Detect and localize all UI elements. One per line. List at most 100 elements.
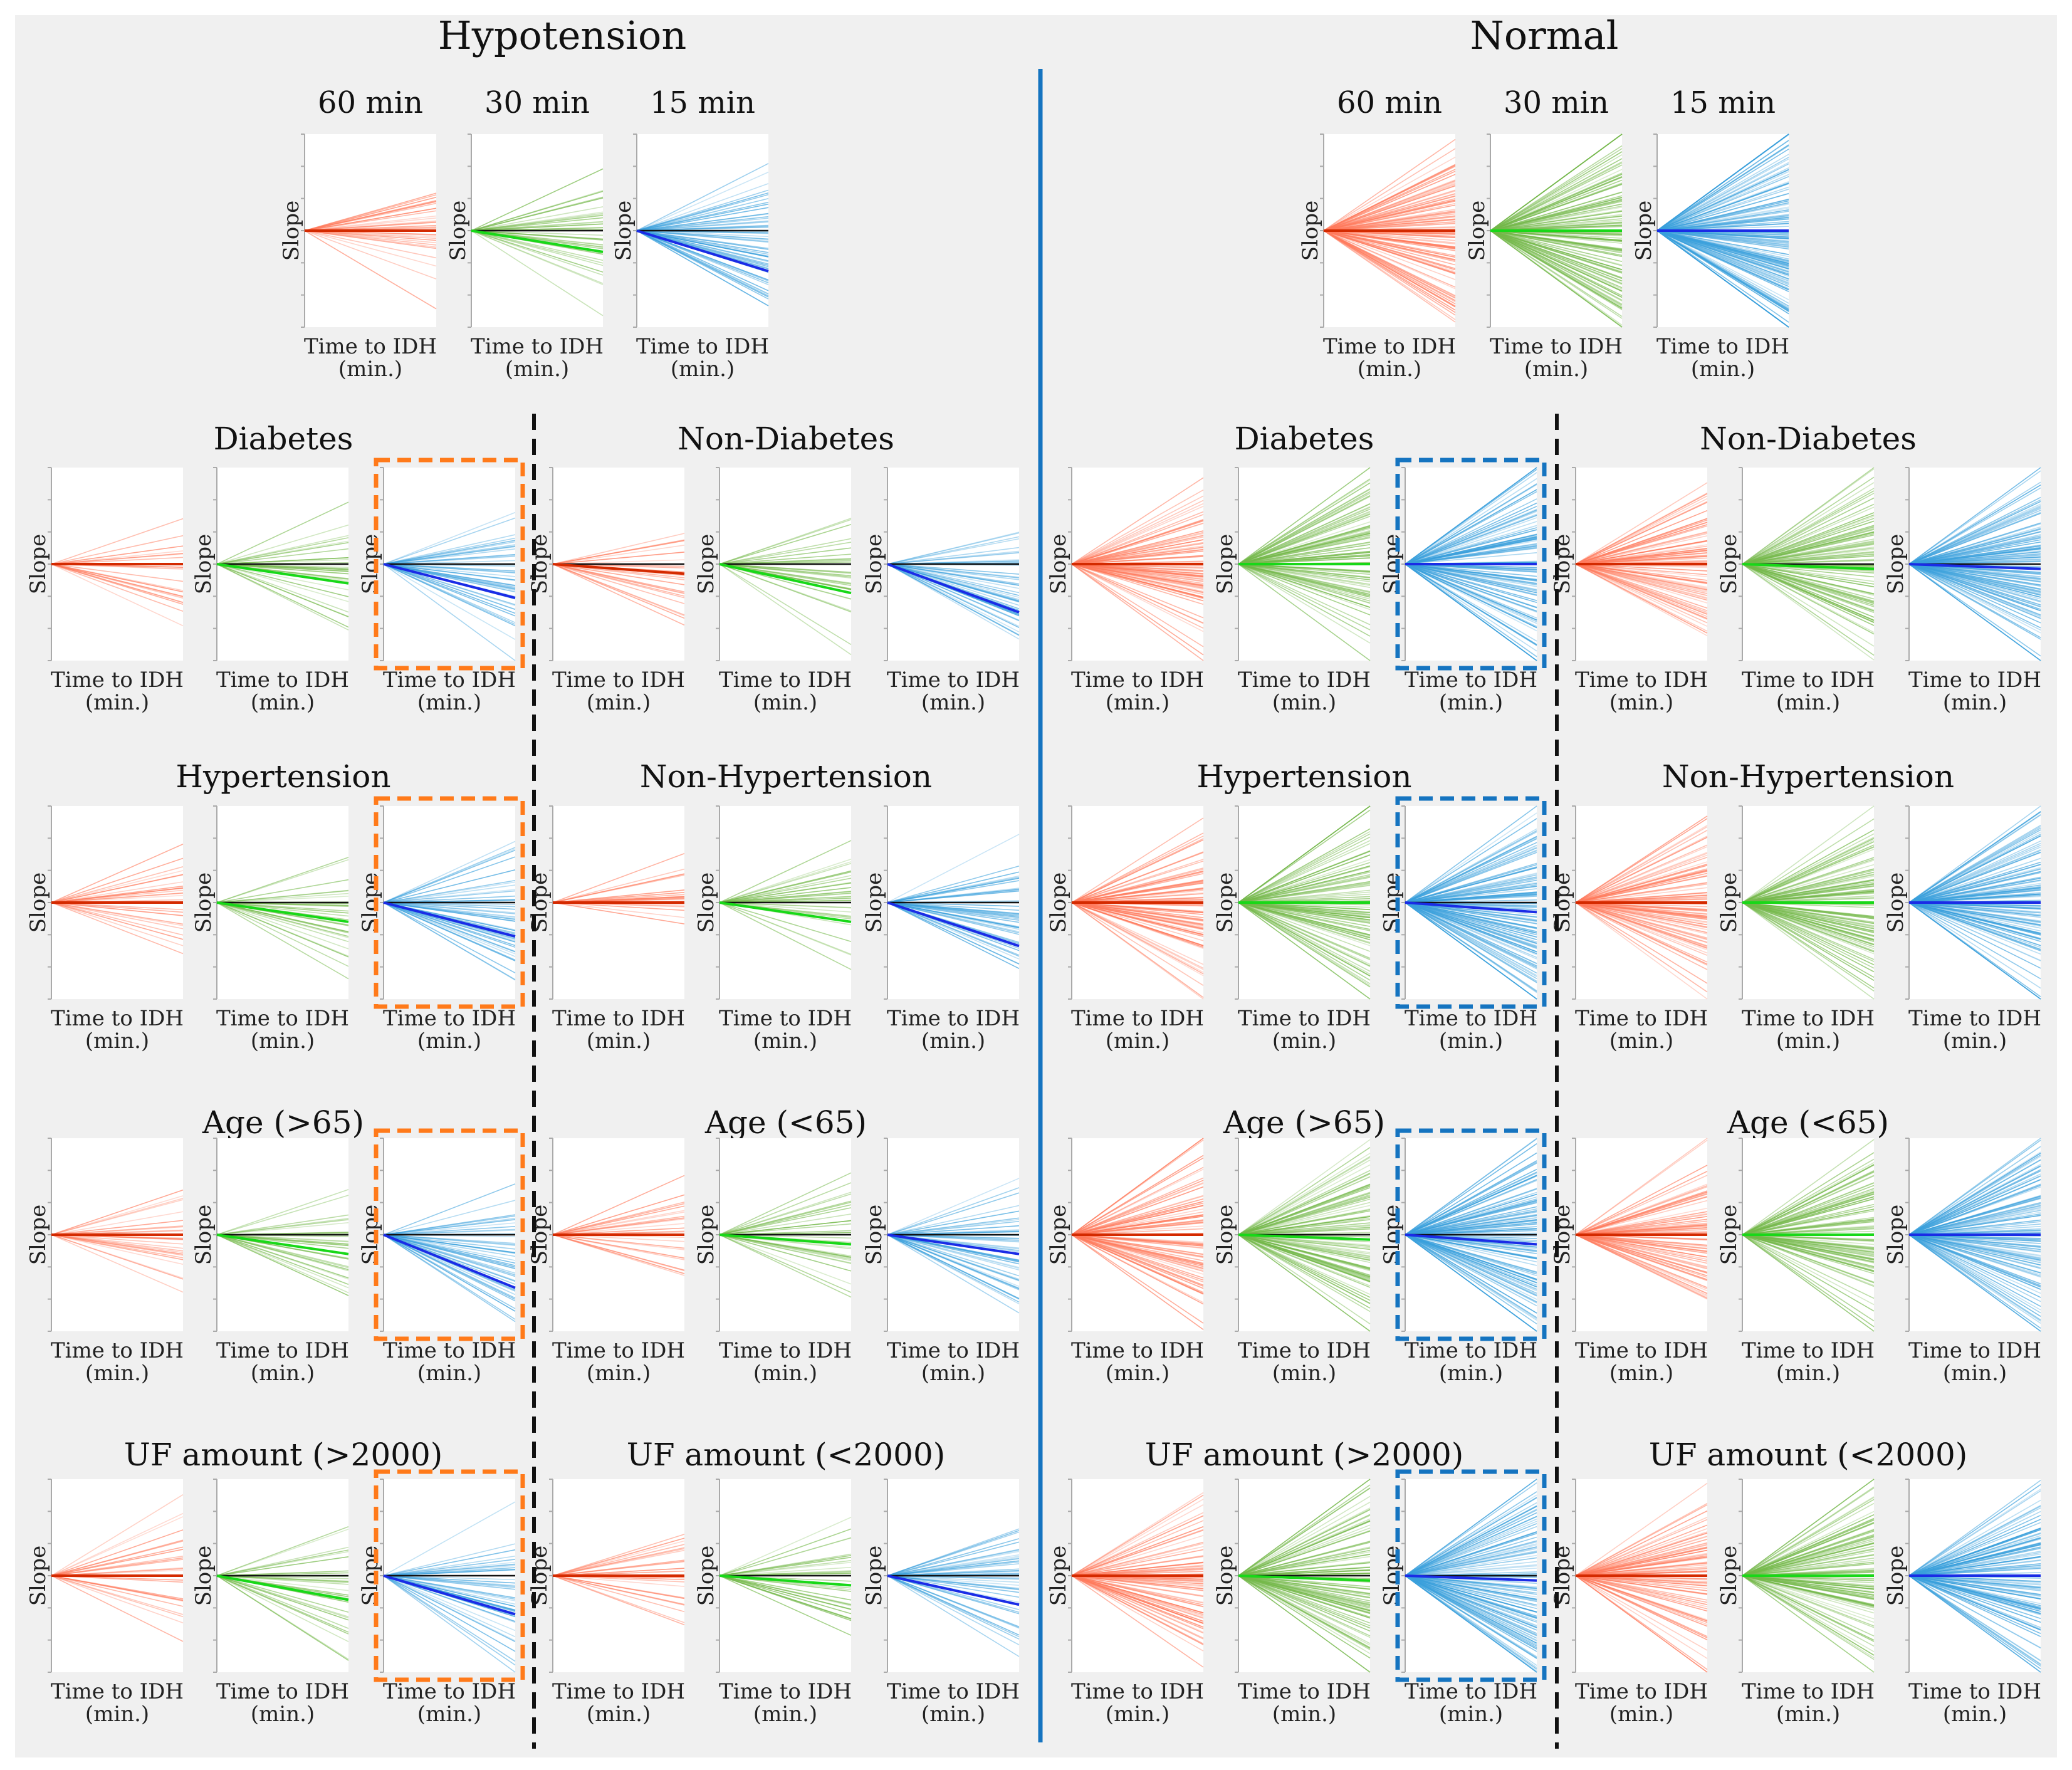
slope-line bbox=[1908, 563, 2041, 592]
slope-line bbox=[216, 1234, 349, 1280]
slope-line bbox=[1323, 213, 1456, 231]
subgroup-title-uf-amount-2000: UF amount (<2000) bbox=[1649, 1437, 1968, 1473]
slope-line bbox=[887, 875, 1020, 903]
slope-line bbox=[887, 1234, 1020, 1314]
slope-line bbox=[1656, 230, 1789, 246]
subgroup-title-diabetes: Diabetes bbox=[1235, 421, 1374, 457]
slope-line bbox=[383, 1549, 516, 1576]
slope-line bbox=[1405, 563, 1537, 585]
slope-line bbox=[636, 230, 769, 283]
slope-line bbox=[636, 230, 769, 282]
slope-line bbox=[1742, 563, 1875, 633]
y-axis-label: Slope bbox=[1550, 872, 1575, 933]
slope-line bbox=[1656, 134, 1789, 231]
slope-line bbox=[719, 1182, 852, 1235]
x-axis-label: Time to IDH bbox=[216, 1338, 349, 1363]
slope-line bbox=[1656, 230, 1789, 249]
y-axis-label: Slope bbox=[1883, 872, 1908, 933]
slope-line bbox=[216, 1546, 349, 1576]
y-axis-label: Slope bbox=[1550, 1205, 1575, 1265]
slope-line bbox=[471, 197, 604, 231]
slope-line bbox=[719, 1537, 852, 1576]
slope-line bbox=[471, 214, 604, 231]
slope-line bbox=[1575, 563, 1708, 612]
slope-line bbox=[1742, 476, 1875, 565]
slope-line bbox=[887, 563, 1020, 636]
slope-line bbox=[1490, 169, 1623, 231]
slope-line bbox=[1071, 495, 1204, 565]
slope-line bbox=[1071, 511, 1204, 565]
slope-line bbox=[719, 840, 852, 903]
x-axis-label: Time to IDH bbox=[1405, 1679, 1537, 1704]
slope-line bbox=[216, 1575, 349, 1661]
slope-line bbox=[887, 1575, 1020, 1657]
slope-line bbox=[383, 1575, 516, 1590]
slope-line bbox=[1323, 219, 1456, 231]
slope-line bbox=[383, 1234, 516, 1257]
slope-line bbox=[471, 230, 604, 276]
slope-line bbox=[636, 217, 769, 231]
y-axis-label: Slope bbox=[1379, 1546, 1405, 1606]
slope-line bbox=[887, 1549, 1020, 1576]
slope-line bbox=[51, 1234, 184, 1280]
slope-line bbox=[1490, 230, 1623, 288]
slope-line bbox=[1071, 902, 1204, 915]
x-axis-label: Time to IDH bbox=[552, 1006, 685, 1031]
slope-line bbox=[383, 1234, 516, 1244]
slope-line bbox=[51, 902, 184, 926]
slope-line bbox=[51, 1220, 184, 1235]
slope-line bbox=[51, 902, 184, 936]
slope-line bbox=[1490, 176, 1623, 231]
slope-line bbox=[887, 902, 1020, 911]
slope-line bbox=[1238, 563, 1371, 608]
slope-line bbox=[1071, 563, 1204, 577]
slope-line bbox=[383, 902, 516, 952]
slope-line bbox=[887, 563, 1020, 575]
slope-line bbox=[1405, 563, 1537, 586]
slope-line bbox=[1071, 902, 1204, 975]
subgroup-title-age-65: Age (<65) bbox=[704, 1104, 867, 1141]
slope-line bbox=[1323, 199, 1456, 231]
slope-line bbox=[51, 1234, 184, 1252]
slope-line bbox=[471, 230, 604, 240]
slope-line bbox=[51, 563, 184, 593]
slope-line bbox=[1071, 870, 1204, 903]
slope-line bbox=[1656, 230, 1789, 268]
slope-line bbox=[1742, 563, 1875, 578]
slope-line bbox=[383, 848, 516, 903]
y-axis-label: Slope bbox=[1717, 1205, 1742, 1265]
slope-line bbox=[887, 902, 1020, 919]
slope-line bbox=[383, 902, 516, 910]
slope-line bbox=[216, 501, 349, 565]
slope-line bbox=[383, 1559, 516, 1576]
slope-line bbox=[1490, 177, 1623, 231]
slope-line bbox=[471, 212, 604, 231]
x-axis-label: Time to IDH bbox=[719, 1006, 852, 1031]
slope-line bbox=[887, 1575, 1020, 1629]
slope-line bbox=[51, 844, 184, 903]
slope-line bbox=[636, 192, 769, 231]
x-axis-label: Time to IDH bbox=[552, 668, 685, 693]
y-axis-label: Slope bbox=[1379, 872, 1405, 933]
slope-line bbox=[1656, 193, 1789, 231]
slope-line bbox=[887, 1551, 1020, 1576]
x-axis-label: Time to IDH bbox=[1071, 1006, 1204, 1031]
slope-line bbox=[1238, 563, 1371, 579]
slope-line bbox=[383, 1575, 516, 1673]
slope-line bbox=[887, 552, 1020, 565]
slope-line bbox=[887, 563, 1020, 594]
slope-line bbox=[51, 553, 184, 565]
slope-line bbox=[216, 563, 349, 613]
slope-line bbox=[1323, 230, 1456, 241]
slope-line bbox=[1742, 552, 1875, 565]
slope-line bbox=[1405, 515, 1537, 565]
slope-line bbox=[719, 1559, 852, 1576]
slope-line bbox=[1405, 546, 1537, 565]
slope-line bbox=[383, 1543, 516, 1576]
slope-line bbox=[216, 1575, 349, 1621]
y-axis-label: Slope bbox=[527, 1546, 552, 1606]
slope-line bbox=[887, 1234, 1020, 1282]
panel-normal-hypertension-30-min: Slope Time to IDH(min.) bbox=[1213, 805, 1371, 1054]
slope-line bbox=[216, 1234, 349, 1289]
slope-line bbox=[383, 1234, 516, 1246]
